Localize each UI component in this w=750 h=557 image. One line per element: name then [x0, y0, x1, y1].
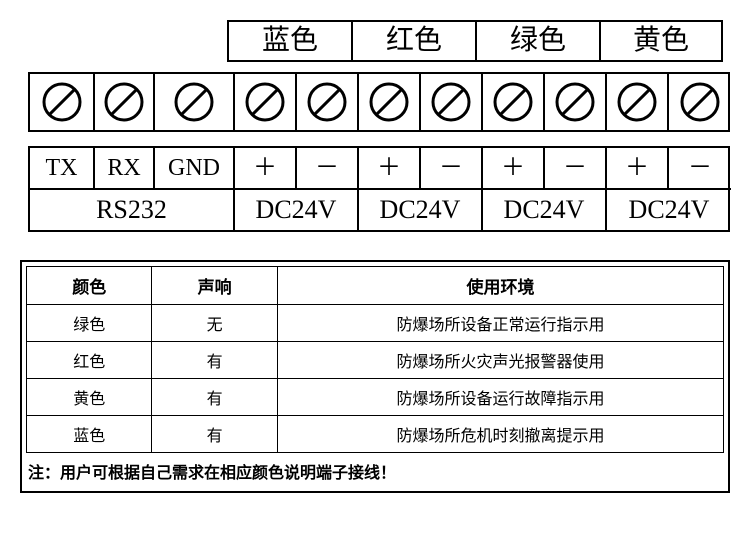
table-row: 蓝色有防爆场所危机时刻撤离提示用	[27, 416, 724, 453]
pin-label-row: TXRXGND＋－＋－＋－＋－	[30, 148, 728, 190]
footnote: 注：用户可根据自己需求在相应颜色说明端子接线！	[26, 453, 724, 487]
group-label: DC24V	[235, 190, 359, 230]
color-header-cell: 绿色	[475, 20, 599, 62]
screw-icon	[492, 81, 534, 123]
table-cell: 有	[152, 379, 277, 416]
pin-label: －	[669, 148, 731, 190]
table-header: 声响	[152, 267, 277, 305]
pin-label: －	[297, 148, 359, 190]
screw-icon	[679, 81, 721, 123]
pin-label: TX	[30, 148, 95, 190]
table-cell: 红色	[27, 342, 152, 379]
terminal-screw	[30, 74, 95, 130]
pin-label: ＋	[483, 148, 545, 190]
pin-label: －	[545, 148, 607, 190]
color-header-row: 蓝色 红色 绿色 黄色	[227, 20, 730, 62]
terminal-screw	[297, 74, 359, 130]
pin-label: RX	[95, 148, 155, 190]
table-cell: 防爆场所火灾声光报警器使用	[277, 342, 723, 379]
screw-icon	[430, 81, 472, 123]
terminal-screw	[607, 74, 669, 130]
group-label: DC24V	[607, 190, 731, 230]
terminal-screw	[235, 74, 297, 130]
table-row: 黄色有防爆场所设备运行故障指示用	[27, 379, 724, 416]
terminal-screw	[545, 74, 607, 130]
table-cell: 有	[152, 416, 277, 453]
table-header: 颜色	[27, 267, 152, 305]
screw-icon	[554, 81, 596, 123]
label-block: TXRXGND＋－＋－＋－＋－ RS232 DC24V DC24V DC24V …	[28, 146, 730, 232]
table-cell: 黄色	[27, 379, 152, 416]
group-label-row: RS232 DC24V DC24V DC24V DC24V	[30, 190, 728, 230]
group-label: DC24V	[359, 190, 483, 230]
description-table: 颜色 声响 使用环境 绿色无防爆场所设备正常运行指示用红色有防爆场所火灾声光报警…	[26, 266, 724, 453]
table-header: 使用环境	[277, 267, 723, 305]
group-label: RS232	[30, 190, 235, 230]
screw-icon	[41, 81, 83, 123]
screw-icon	[368, 81, 410, 123]
table-cell: 绿色	[27, 305, 152, 342]
screw-icon	[173, 81, 215, 123]
screw-icon	[306, 81, 348, 123]
pin-label: ＋	[607, 148, 669, 190]
screw-icon	[616, 81, 658, 123]
pin-label: ＋	[235, 148, 297, 190]
pin-label: －	[421, 148, 483, 190]
terminal-screw	[95, 74, 155, 130]
terminal-screw	[155, 74, 235, 130]
color-header-cell: 红色	[351, 20, 475, 62]
terminal-row	[28, 72, 730, 132]
terminal-screw	[483, 74, 545, 130]
screw-icon	[244, 81, 286, 123]
table-header-row: 颜色 声响 使用环境	[27, 267, 724, 305]
table-cell: 防爆场所设备运行故障指示用	[277, 379, 723, 416]
description-table-wrap: 颜色 声响 使用环境 绿色无防爆场所设备正常运行指示用红色有防爆场所火灾声光报警…	[20, 260, 730, 493]
color-header-cell: 黄色	[599, 20, 723, 62]
table-cell: 防爆场所设备正常运行指示用	[277, 305, 723, 342]
terminal-screw	[669, 74, 731, 130]
terminal-screw	[421, 74, 483, 130]
terminal-screw	[359, 74, 421, 130]
table-cell: 防爆场所危机时刻撤离提示用	[277, 416, 723, 453]
table-row: 绿色无防爆场所设备正常运行指示用	[27, 305, 724, 342]
screw-icon	[103, 81, 145, 123]
table-row: 红色有防爆场所火灾声光报警器使用	[27, 342, 724, 379]
pin-label: GND	[155, 148, 235, 190]
table-cell: 有	[152, 342, 277, 379]
table-cell: 无	[152, 305, 277, 342]
color-header-cell: 蓝色	[227, 20, 351, 62]
group-label: DC24V	[483, 190, 607, 230]
pin-label: ＋	[359, 148, 421, 190]
table-cell: 蓝色	[27, 416, 152, 453]
